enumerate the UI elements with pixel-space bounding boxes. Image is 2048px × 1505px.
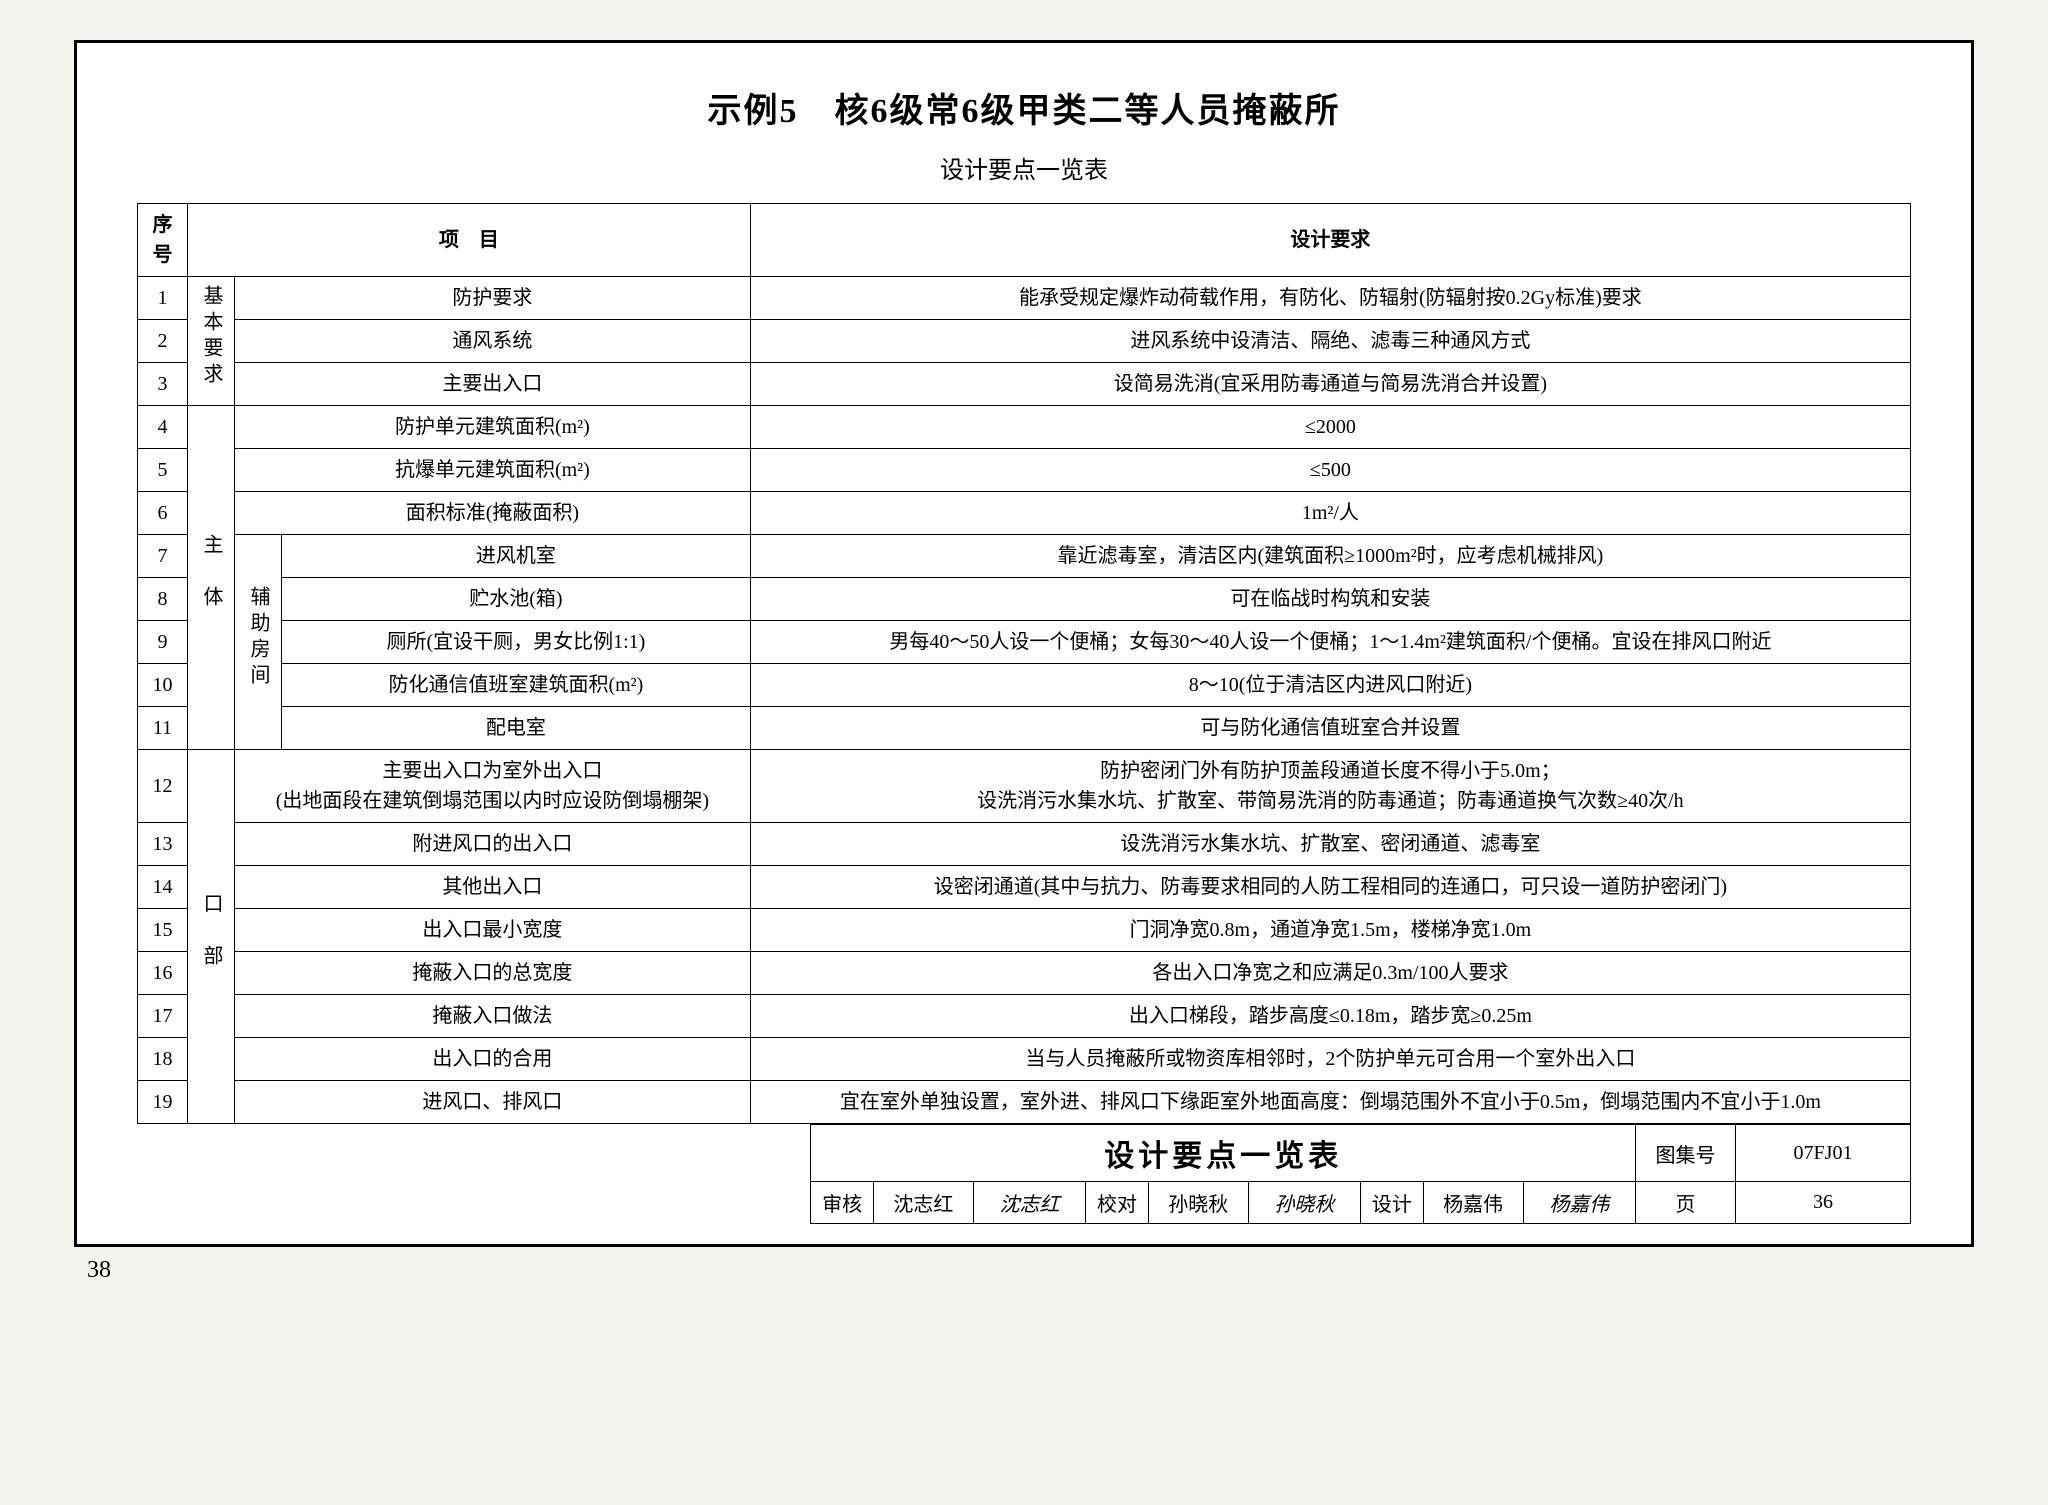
cell-req: ≤2000 <box>750 406 1910 449</box>
cell-req: 设密闭通道(其中与抗力、防毒要求相同的人防工程相同的连通口，可只设一道防护密闭门… <box>750 866 1910 909</box>
cell-item: 其他出入口 <box>235 866 751 909</box>
outer-page-number: 38 <box>87 1257 111 1284</box>
cell-item: 进风机室 <box>282 535 751 578</box>
cell-seq: 6 <box>138 492 188 535</box>
table-header-row: 序号 项 目 设计要求 <box>138 204 1911 277</box>
cell-seq: 11 <box>138 707 188 750</box>
cell-req: 靠近滤毒室，清洁区内(建筑面积≥1000m²时，应考虑机械排风) <box>750 535 1910 578</box>
header-item: 项 目 <box>188 204 751 277</box>
cell-item: 配电室 <box>282 707 751 750</box>
table-row: 13 附进风口的出入口 设洗消污水集水坑、扩散室、密闭通道、滤毒室 <box>138 823 1911 866</box>
table-row: 7 辅助房间 进风机室 靠近滤毒室，清洁区内(建筑面积≥1000m²时，应考虑机… <box>138 535 1911 578</box>
cell-item: 通风系统 <box>235 320 751 363</box>
cell-seq: 8 <box>138 578 188 621</box>
cell-item: 出入口最小宽度 <box>235 909 751 952</box>
cell-seq: 16 <box>138 952 188 995</box>
table-row: 8 贮水池(箱) 可在临战时构筑和安装 <box>138 578 1911 621</box>
cell-seq: 3 <box>138 363 188 406</box>
cell-seq: 12 <box>138 750 188 823</box>
block-title: 设计要点一览表 <box>811 1125 1636 1182</box>
cell-seq: 15 <box>138 909 188 952</box>
table-row: 1 基本要求 防护要求 能承受规定爆炸动荷载作用，有防化、防辐射(防辐射按0.2… <box>138 277 1911 320</box>
table-row: 19 进风口、排风口 宜在室外单独设置，室外进、排风口下缘距室外地面高度：倒塌范… <box>138 1081 1911 1124</box>
cell-item: 附进风口的出入口 <box>235 823 751 866</box>
cell-req: 8～10(位于清洁区内进风口附近) <box>750 664 1910 707</box>
cell-item: 贮水池(箱) <box>282 578 751 621</box>
cell-item: 主要出入口为室外出入口 (出地面段在建筑倒塌范围以内时应设防倒塌棚架) <box>235 750 751 823</box>
cell-item: 面积标准(掩蔽面积) <box>235 492 751 535</box>
cell-req: 出入口梯段，踏步高度≤0.18m，踏步宽≥0.25m <box>750 995 1910 1038</box>
cell-item: 出入口的合用 <box>235 1038 751 1081</box>
cell-req: 门洞净宽0.8m，通道净宽1.5m，楼梯净宽1.0m <box>750 909 1910 952</box>
table-row: 15 出入口最小宽度 门洞净宽0.8m，通道净宽1.5m，楼梯净宽1.0m <box>138 909 1911 952</box>
cell-req: 1m²/人 <box>750 492 1910 535</box>
cell-item: 厕所(宜设干厕，男女比例1:1) <box>282 621 751 664</box>
cell-item: 防化通信值班室建筑面积(m²) <box>282 664 751 707</box>
cell-req: ≤500 <box>750 449 1910 492</box>
cell-req: 可在临战时构筑和安装 <box>750 578 1910 621</box>
table-row: 17 掩蔽入口做法 出入口梯段，踏步高度≤0.18m，踏步宽≥0.25m <box>138 995 1911 1038</box>
cell-item: 主要出入口 <box>235 363 751 406</box>
table-row: 12 口 部 主要出入口为室外出入口 (出地面段在建筑倒塌范围以内时应设防倒塌棚… <box>138 750 1911 823</box>
cell-item: 掩蔽入口的总宽度 <box>235 952 751 995</box>
design-points-table: 序号 项 目 设计要求 1 基本要求 防护要求 能承受规定爆炸动荷载作用，有防化… <box>137 203 1911 1124</box>
cell-req: 宜在室外单独设置，室外进、排风口下缘距室外地面高度：倒塌范围外不宜小于0.5m，… <box>750 1081 1910 1124</box>
table-row: 16 掩蔽入口的总宽度 各出入口净宽之和应满足0.3m/100人要求 <box>138 952 1911 995</box>
cat-main: 主 体 <box>196 534 226 612</box>
table-row: 6 面积标准(掩蔽面积) 1m²/人 <box>138 492 1911 535</box>
cell-req: 设洗消污水集水坑、扩散室、密闭通道、滤毒室 <box>750 823 1910 866</box>
doc-subtitle: 设计要点一览表 <box>137 150 1911 185</box>
cell-seq: 19 <box>138 1081 188 1124</box>
cell-seq: 9 <box>138 621 188 664</box>
cell-req: 防护密闭门外有防护顶盖段通道长度不得小于5.0m； 设洗消污水集水坑、扩散室、带… <box>750 750 1910 823</box>
cell-seq: 2 <box>138 320 188 363</box>
cell-req: 男每40～50人设一个便桶；女每30～40人设一个便桶；1～1.4m²建筑面积/… <box>750 621 1910 664</box>
table-row: 5 抗爆单元建筑面积(m²) ≤500 <box>138 449 1911 492</box>
cell-seq: 4 <box>138 406 188 449</box>
cell-req: 能承受规定爆炸动荷载作用，有防化、防辐射(防辐射按0.2Gy标准)要求 <box>750 277 1910 320</box>
cell-seq: 1 <box>138 277 188 320</box>
cell-seq: 18 <box>138 1038 188 1081</box>
cell-seq: 17 <box>138 995 188 1038</box>
title-block: 设计要点一览表图集号07FJ01审核沈志红沈志红校对孙晓秋孙晓秋设计杨嘉伟杨嘉伟… <box>137 1124 1911 1224</box>
cell-seq: 13 <box>138 823 188 866</box>
cat-basic: 基本要求 <box>196 285 226 389</box>
cell-seq: 7 <box>138 535 188 578</box>
cell-seq: 5 <box>138 449 188 492</box>
cell-item: 进风口、排风口 <box>235 1081 751 1124</box>
table-row: 3 主要出入口 设简易洗消(宜采用防毒通道与简易洗消合并设置) <box>138 363 1911 406</box>
cell-req: 设简易洗消(宜采用防毒通道与简易洗消合并设置) <box>750 363 1910 406</box>
cell-item: 防护要求 <box>235 277 751 320</box>
cell-item: 掩蔽入口做法 <box>235 995 751 1038</box>
cell-req: 可与防化通信值班室合并设置 <box>750 707 1910 750</box>
table-row: 9 厕所(宜设干厕，男女比例1:1) 男每40～50人设一个便桶；女每30～40… <box>138 621 1911 664</box>
cat-aux: 辅助房间 <box>243 586 273 690</box>
cell-req: 各出入口净宽之和应满足0.3m/100人要求 <box>750 952 1910 995</box>
table-row: 2 通风系统 进风系统中设清洁、隔绝、滤毒三种通风方式 <box>138 320 1911 363</box>
table-row: 10 防化通信值班室建筑面积(m²) 8～10(位于清洁区内进风口附近) <box>138 664 1911 707</box>
doc-title: 示例5 核6级常6级甲类二等人员掩蔽所 <box>137 83 1911 132</box>
cell-req: 当与人员掩蔽所或物资库相邻时，2个防护单元可合用一个室外出入口 <box>750 1038 1910 1081</box>
header-seq: 序号 <box>138 204 188 277</box>
document-page: 示例5 核6级常6级甲类二等人员掩蔽所 设计要点一览表 序号 项 目 设计要求 … <box>74 40 1974 1247</box>
table-row: 14 其他出入口 设密闭通道(其中与抗力、防毒要求相同的人防工程相同的连通口，可… <box>138 866 1911 909</box>
cell-item: 抗爆单元建筑面积(m²) <box>235 449 751 492</box>
cell-req: 进风系统中设清洁、隔绝、滤毒三种通风方式 <box>750 320 1910 363</box>
cell-seq: 14 <box>138 866 188 909</box>
header-req: 设计要求 <box>750 204 1910 277</box>
cell-item: 防护单元建筑面积(m²) <box>235 406 751 449</box>
table-row: 11 配电室 可与防化通信值班室合并设置 <box>138 707 1911 750</box>
cell-seq: 10 <box>138 664 188 707</box>
cat-entrance: 口 部 <box>196 893 226 971</box>
table-row: 4 主 体 防护单元建筑面积(m²) ≤2000 <box>138 406 1911 449</box>
table-row: 18 出入口的合用 当与人员掩蔽所或物资库相邻时，2个防护单元可合用一个室外出入… <box>138 1038 1911 1081</box>
